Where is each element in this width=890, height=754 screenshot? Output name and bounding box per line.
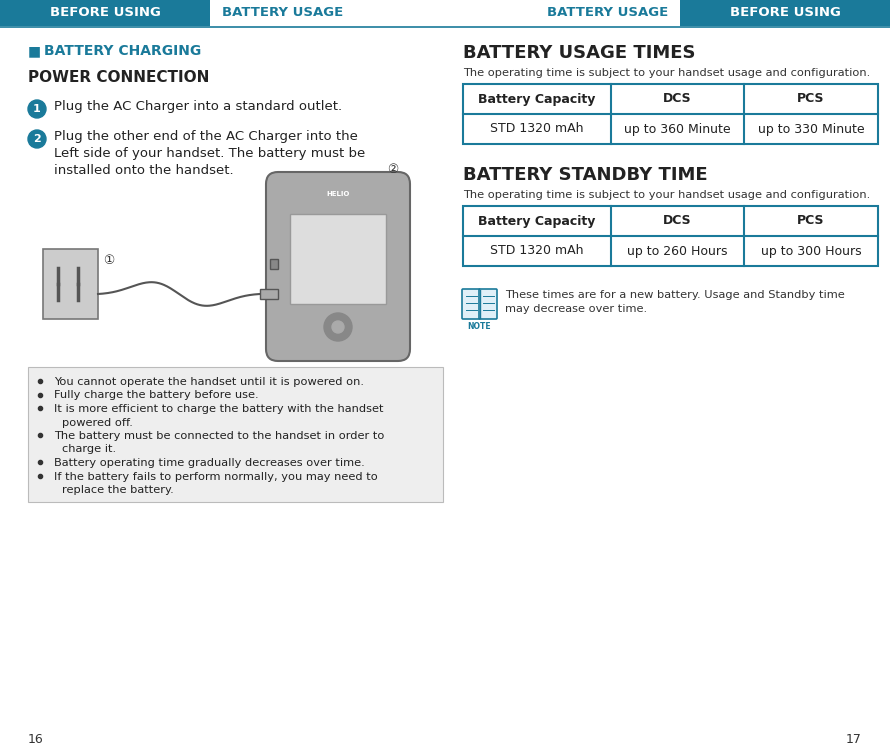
Text: up to 330 Minute: up to 330 Minute xyxy=(757,122,864,136)
Text: ②: ② xyxy=(387,163,399,176)
FancyBboxPatch shape xyxy=(266,172,410,361)
Text: up to 300 Hours: up to 300 Hours xyxy=(761,244,862,258)
Text: It is more efficient to charge the battery with the handset: It is more efficient to charge the batte… xyxy=(54,404,384,414)
Circle shape xyxy=(332,321,344,333)
FancyBboxPatch shape xyxy=(462,289,480,319)
Circle shape xyxy=(28,130,46,148)
Text: may decrease over time.: may decrease over time. xyxy=(505,304,647,314)
Text: POWER CONNECTION: POWER CONNECTION xyxy=(28,70,209,85)
Text: NOTE: NOTE xyxy=(467,322,490,331)
Text: ■: ■ xyxy=(28,44,41,58)
Bar xyxy=(43,249,98,319)
Text: Battery operating time gradually decreases over time.: Battery operating time gradually decreas… xyxy=(54,458,365,468)
Text: 2: 2 xyxy=(33,134,41,144)
Bar xyxy=(0,0,210,26)
Text: The operating time is subject to your handset usage and configuration.: The operating time is subject to your ha… xyxy=(463,68,870,78)
Text: Plug the other end of the AC Charger into the: Plug the other end of the AC Charger int… xyxy=(54,130,358,143)
Text: Plug the AC Charger into a standard outlet.: Plug the AC Charger into a standard outl… xyxy=(54,100,342,113)
Text: STD 1320 mAh: STD 1320 mAh xyxy=(490,244,584,258)
Text: BATTERY USAGE TIMES: BATTERY USAGE TIMES xyxy=(463,44,695,62)
FancyBboxPatch shape xyxy=(479,289,497,319)
Text: HELIO: HELIO xyxy=(327,191,350,197)
Circle shape xyxy=(28,100,46,118)
Text: BEFORE USING: BEFORE USING xyxy=(50,7,160,20)
Text: powered off.: powered off. xyxy=(62,418,133,428)
Text: up to 360 Minute: up to 360 Minute xyxy=(624,122,731,136)
Text: STD 1320 mAh: STD 1320 mAh xyxy=(490,122,584,136)
Text: PCS: PCS xyxy=(797,93,825,106)
Bar xyxy=(680,0,890,26)
Text: charge it.: charge it. xyxy=(62,445,116,455)
Circle shape xyxy=(324,313,352,341)
Text: BATTERY USAGE: BATTERY USAGE xyxy=(222,7,344,20)
Text: ①: ① xyxy=(103,254,114,267)
Text: replace the battery.: replace the battery. xyxy=(62,485,174,495)
Text: Battery Capacity: Battery Capacity xyxy=(478,214,595,228)
Bar xyxy=(290,214,386,304)
Text: installed onto the handset.: installed onto the handset. xyxy=(54,164,233,177)
Text: BEFORE USING: BEFORE USING xyxy=(730,7,840,20)
Bar xyxy=(270,259,278,269)
Text: If the battery fails to perform normally, you may need to: If the battery fails to perform normally… xyxy=(54,471,377,482)
Text: DCS: DCS xyxy=(663,93,692,106)
Text: Battery Capacity: Battery Capacity xyxy=(478,93,595,106)
Text: PCS: PCS xyxy=(797,214,825,228)
Text: DCS: DCS xyxy=(663,214,692,228)
Bar xyxy=(463,84,878,144)
Text: 16: 16 xyxy=(28,733,44,746)
Text: The operating time is subject to your handset usage and configuration.: The operating time is subject to your ha… xyxy=(463,190,870,200)
Text: The battery must be connected to the handset in order to: The battery must be connected to the han… xyxy=(54,431,384,441)
Text: 1: 1 xyxy=(33,104,41,114)
Text: up to 260 Hours: up to 260 Hours xyxy=(627,244,728,258)
Text: These times are for a new battery. Usage and Standby time: These times are for a new battery. Usage… xyxy=(505,290,845,300)
Text: Left side of your handset. The battery must be: Left side of your handset. The battery m… xyxy=(54,147,365,160)
Text: BATTERY STANDBY TIME: BATTERY STANDBY TIME xyxy=(463,166,708,184)
Bar xyxy=(260,289,278,299)
Text: You cannot operate the handset until it is powered on.: You cannot operate the handset until it … xyxy=(54,377,364,387)
Text: Fully charge the battery before use.: Fully charge the battery before use. xyxy=(54,391,259,400)
Bar xyxy=(28,367,443,502)
Bar xyxy=(463,206,878,266)
Text: 17: 17 xyxy=(846,733,862,746)
Text: BATTERY CHARGING: BATTERY CHARGING xyxy=(44,44,201,58)
Text: BATTERY USAGE: BATTERY USAGE xyxy=(546,7,668,20)
